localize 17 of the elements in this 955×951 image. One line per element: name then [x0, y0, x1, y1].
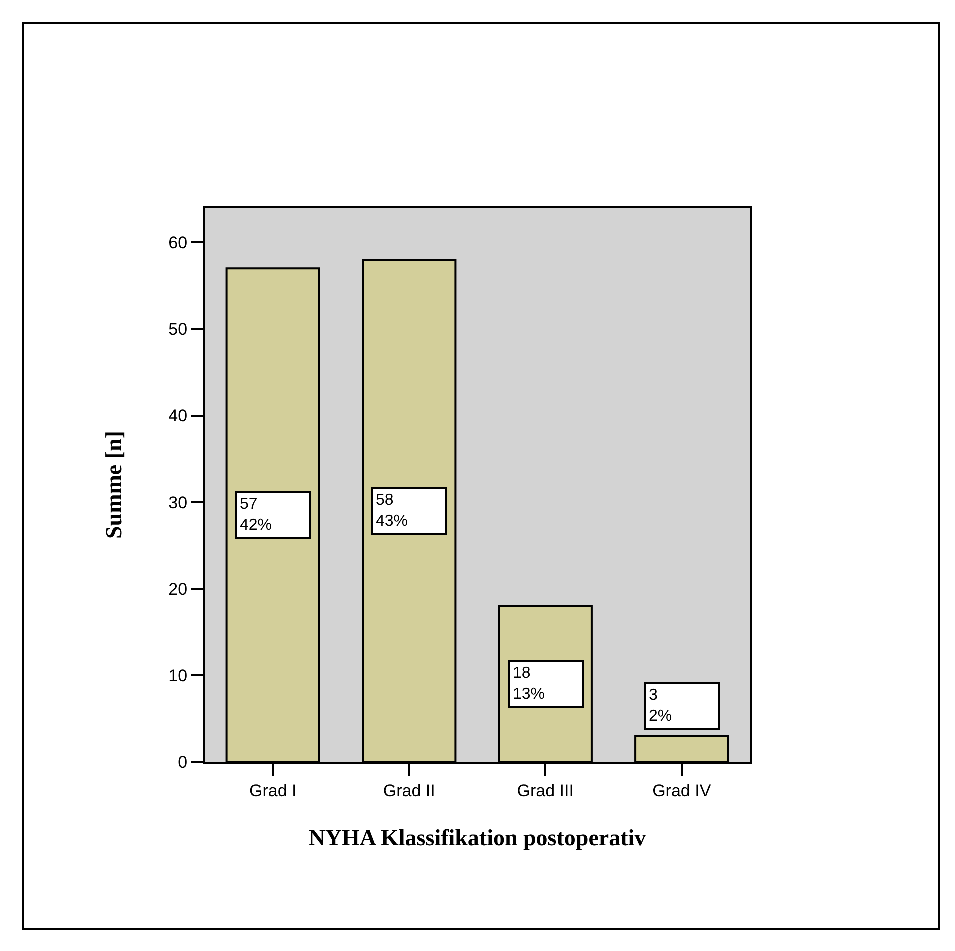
- x-tick-label: Grad IV: [652, 781, 712, 800]
- x-axis-title: NYHA Klassifikation postoperativ: [308, 826, 647, 850]
- x-tick-label: Grad I: [250, 781, 297, 800]
- x-tick-label: Grad II: [383, 781, 436, 800]
- y-tick-label: 60: [168, 234, 188, 253]
- data-label: 58 43%: [376, 492, 408, 530]
- y-axis-title: Summe [n]: [102, 431, 127, 539]
- y-tick-label: 10: [168, 666, 188, 686]
- data-label: 3 2%: [649, 687, 672, 725]
- y-tick-label: 50: [168, 320, 188, 340]
- data-label: 57 42%: [240, 496, 272, 534]
- data-label: 18 13%: [513, 665, 546, 703]
- y-tick-label: 0: [178, 752, 188, 772]
- y-tick-label: 30: [168, 493, 188, 512]
- x-tick-label: Grad III: [517, 781, 574, 800]
- y-tick-label: 20: [168, 580, 188, 599]
- y-tick-label: 40: [168, 406, 188, 426]
